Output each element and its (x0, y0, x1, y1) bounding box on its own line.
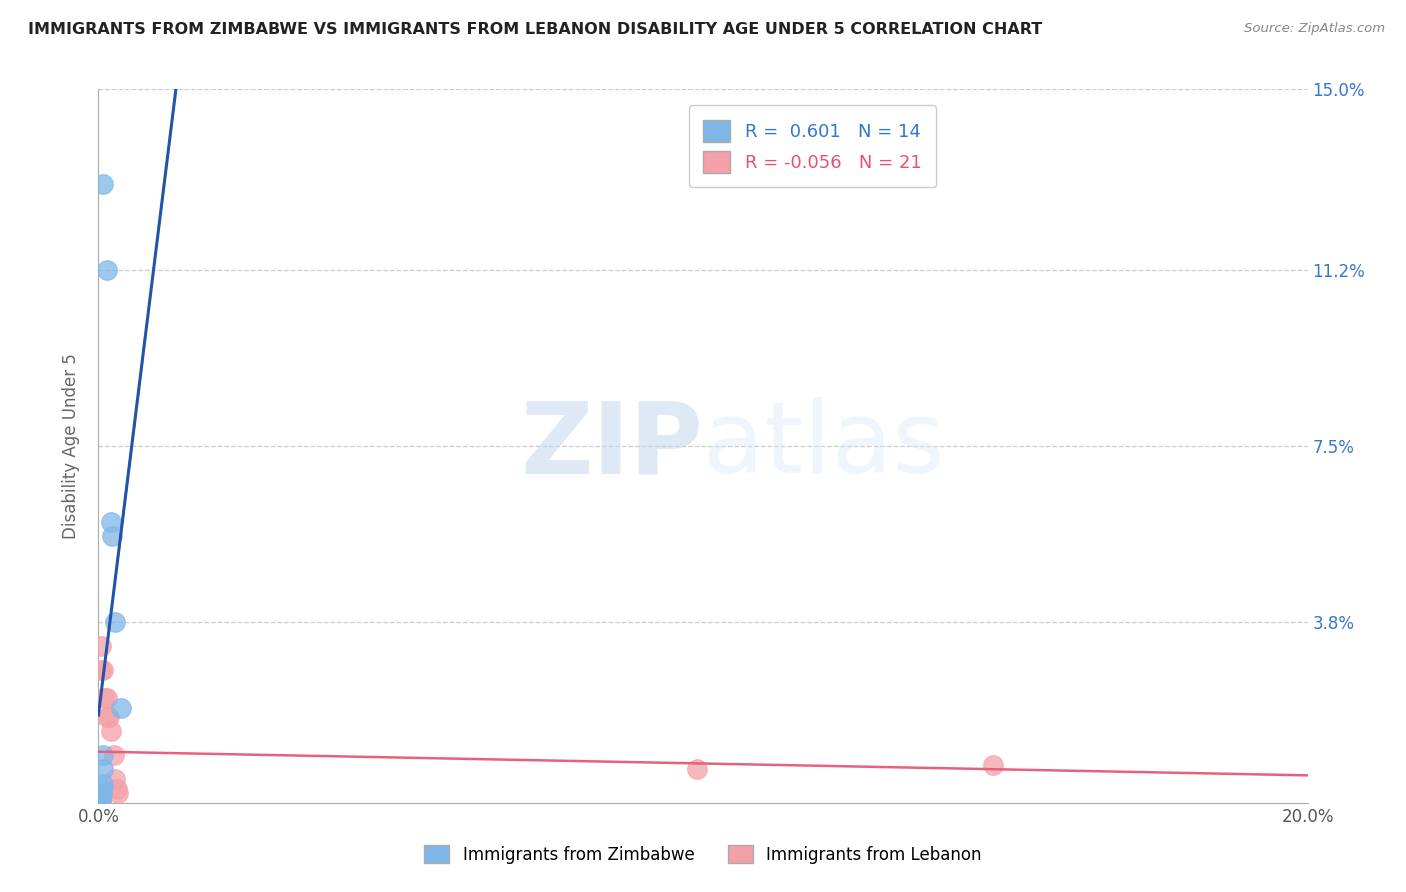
Point (90, 796, 112, 810)
Point (100, 529, 122, 543)
Point (90, 639, 112, 653)
Point (91, 178, 114, 192)
Text: IMMIGRANTS FROM ZIMBABWE VS IMMIGRANTS FROM LEBANON DISABILITY AGE UNDER 5 CORRE: IMMIGRANTS FROM ZIMBABWE VS IMMIGRANTS F… (28, 22, 1042, 37)
Text: Source: ZipAtlas.com: Source: ZipAtlas.com (1244, 22, 1385, 36)
Point (90, 663, 112, 677)
Point (96, 263, 118, 277)
Point (96, 710, 118, 724)
Point (110, 700, 132, 714)
Point (104, 772, 127, 786)
Point (90, 796, 112, 810)
Point (100, 724, 122, 739)
Point (91, 763, 114, 777)
Point (91, 777, 114, 791)
Point (103, 748, 125, 763)
Point (105, 781, 128, 796)
Point (90, 791, 112, 805)
Point (90, 796, 112, 810)
Point (90, 796, 112, 810)
Point (100, 515, 122, 529)
Point (98, 710, 121, 724)
Point (90, 796, 112, 810)
Point (90, 796, 112, 810)
Point (107, 786, 129, 800)
Point (104, 615, 127, 629)
Legend: R =  0.601   N = 14, R = -0.056   N = 21: R = 0.601 N = 14, R = -0.056 N = 21 (689, 105, 936, 187)
Point (93, 691, 115, 706)
Point (91, 748, 114, 763)
Text: atlas: atlas (703, 398, 945, 494)
Point (90, 791, 112, 805)
Point (90, 796, 112, 810)
Point (91, 786, 114, 800)
Point (686, 763, 709, 777)
Point (90, 791, 112, 805)
Point (96, 691, 118, 706)
Legend: Immigrants from Zimbabwe, Immigrants from Lebanon: Immigrants from Zimbabwe, Immigrants fro… (418, 838, 988, 871)
Point (981, 757, 1004, 772)
Point (91, 781, 114, 796)
Point (91, 663, 114, 677)
Y-axis label: Disability Age Under 5: Disability Age Under 5 (62, 353, 80, 539)
Text: ZIP: ZIP (520, 398, 703, 494)
